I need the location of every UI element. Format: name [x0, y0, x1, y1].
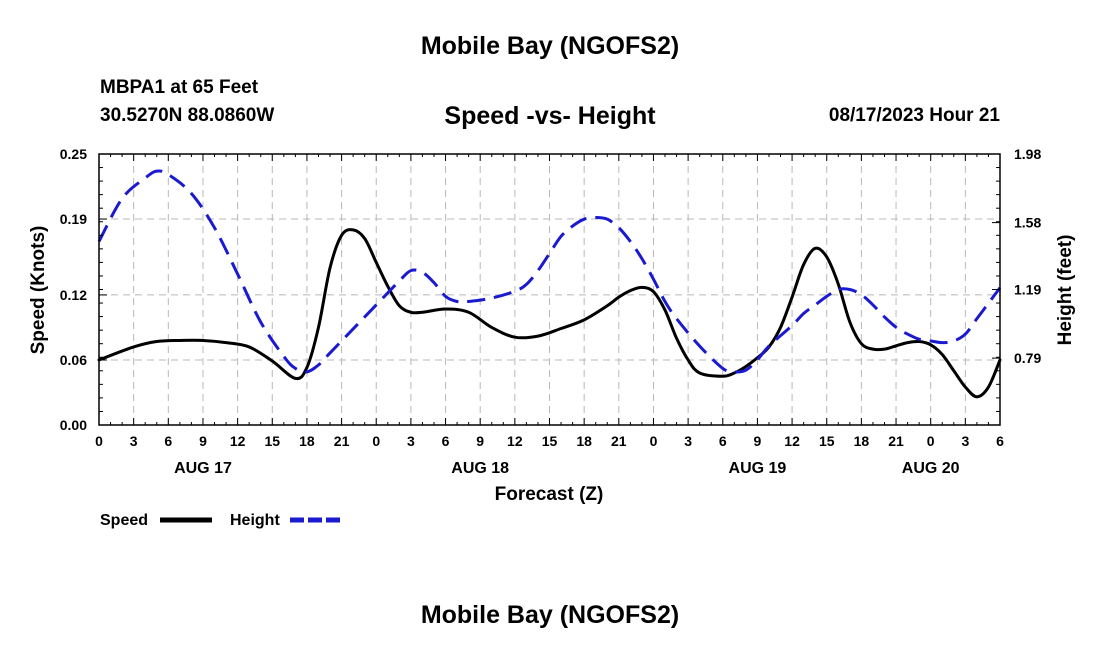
x-tick-label: 12	[230, 433, 246, 449]
axes: 0 3 6 9 12 15 18 21 0 3 6 9 12 15 18 21 0 3 6 9 12 15 18 21 0 3 6A…	[60, 146, 1042, 477]
series-line-speed	[97, 228, 1002, 399]
x-tick-label: 21	[888, 433, 904, 449]
y-left-tick-label: 0.25	[60, 146, 87, 162]
forecast-datetime: 08/17/2023 Hour 21	[828, 105, 1000, 126]
legend-label-height: Height	[230, 512, 280, 529]
station-coordinates: 30.5270N 88.0860W	[100, 105, 275, 126]
x-tick-label: 3	[407, 433, 415, 449]
grid	[99, 154, 1000, 425]
chart-subtitle: Speed -vs- Height	[444, 102, 656, 130]
x-tick-label: 9	[476, 433, 484, 449]
x-tick-label: 6	[442, 433, 450, 449]
y-left-tick-label: 0.12	[60, 287, 87, 303]
y-axis-left-title: Speed (Knots)	[28, 226, 49, 355]
y-axis-right-title: Height (feet)	[1055, 235, 1076, 346]
legend-label-speed: Speed	[100, 512, 148, 529]
x-tick-label: 0	[372, 433, 380, 449]
x-tick-label: 15	[264, 433, 280, 449]
x-tick-label: 12	[784, 433, 800, 449]
y-left-tick-label: 0.19	[60, 211, 87, 227]
chart-title: Mobile Bay (NGOFS2)	[420, 32, 680, 60]
x-tick-label: 6	[719, 433, 727, 449]
x-tick-label: 3	[130, 433, 138, 449]
x-tick-label: 3	[684, 433, 692, 449]
y-right-tick-label: 1.98	[1014, 146, 1041, 162]
y-left-tick-label: 0.06	[60, 352, 87, 368]
x-tick-label: 12	[507, 433, 523, 449]
y-right-tick-label: 1.19	[1014, 282, 1041, 298]
station-name: MBPA1 at 65 Feet	[100, 77, 259, 98]
x-axis-title: Forecast (Z)	[495, 484, 604, 505]
y-right-tick-label: 1.58	[1014, 215, 1041, 231]
x-date-label: AUG 20	[902, 460, 960, 477]
series-layer	[97, 169, 1002, 399]
x-tick-label: 6	[164, 433, 172, 449]
x-tick-label: 21	[334, 433, 350, 449]
x-tick-label: 0	[95, 433, 103, 449]
x-date-label: AUG 19	[729, 460, 787, 477]
x-tick-label: 9	[754, 433, 762, 449]
y-right-tick-label: 0.79	[1014, 350, 1041, 366]
x-tick-label: 3	[961, 433, 969, 449]
x-tick-label: 0	[927, 433, 935, 449]
y-left-tick-label: 0.00	[60, 417, 87, 433]
x-tick-label: 15	[819, 433, 835, 449]
footer-title: Mobile Bay (NGOFS2)	[420, 601, 680, 629]
x-tick-label: 18	[576, 433, 592, 449]
legend: Speed Height	[100, 512, 342, 529]
x-tick-label: 6	[996, 433, 1004, 449]
x-tick-label: 18	[299, 433, 315, 449]
x-tick-label: 18	[854, 433, 870, 449]
x-tick-label: 9	[199, 433, 207, 449]
x-date-label: AUG 17	[174, 460, 232, 477]
series-line-height	[97, 169, 1002, 374]
x-tick-label: 0	[650, 433, 658, 449]
x-date-label: AUG 18	[451, 460, 509, 477]
x-tick-label: 15	[542, 433, 558, 449]
x-tick-label: 21	[611, 433, 627, 449]
